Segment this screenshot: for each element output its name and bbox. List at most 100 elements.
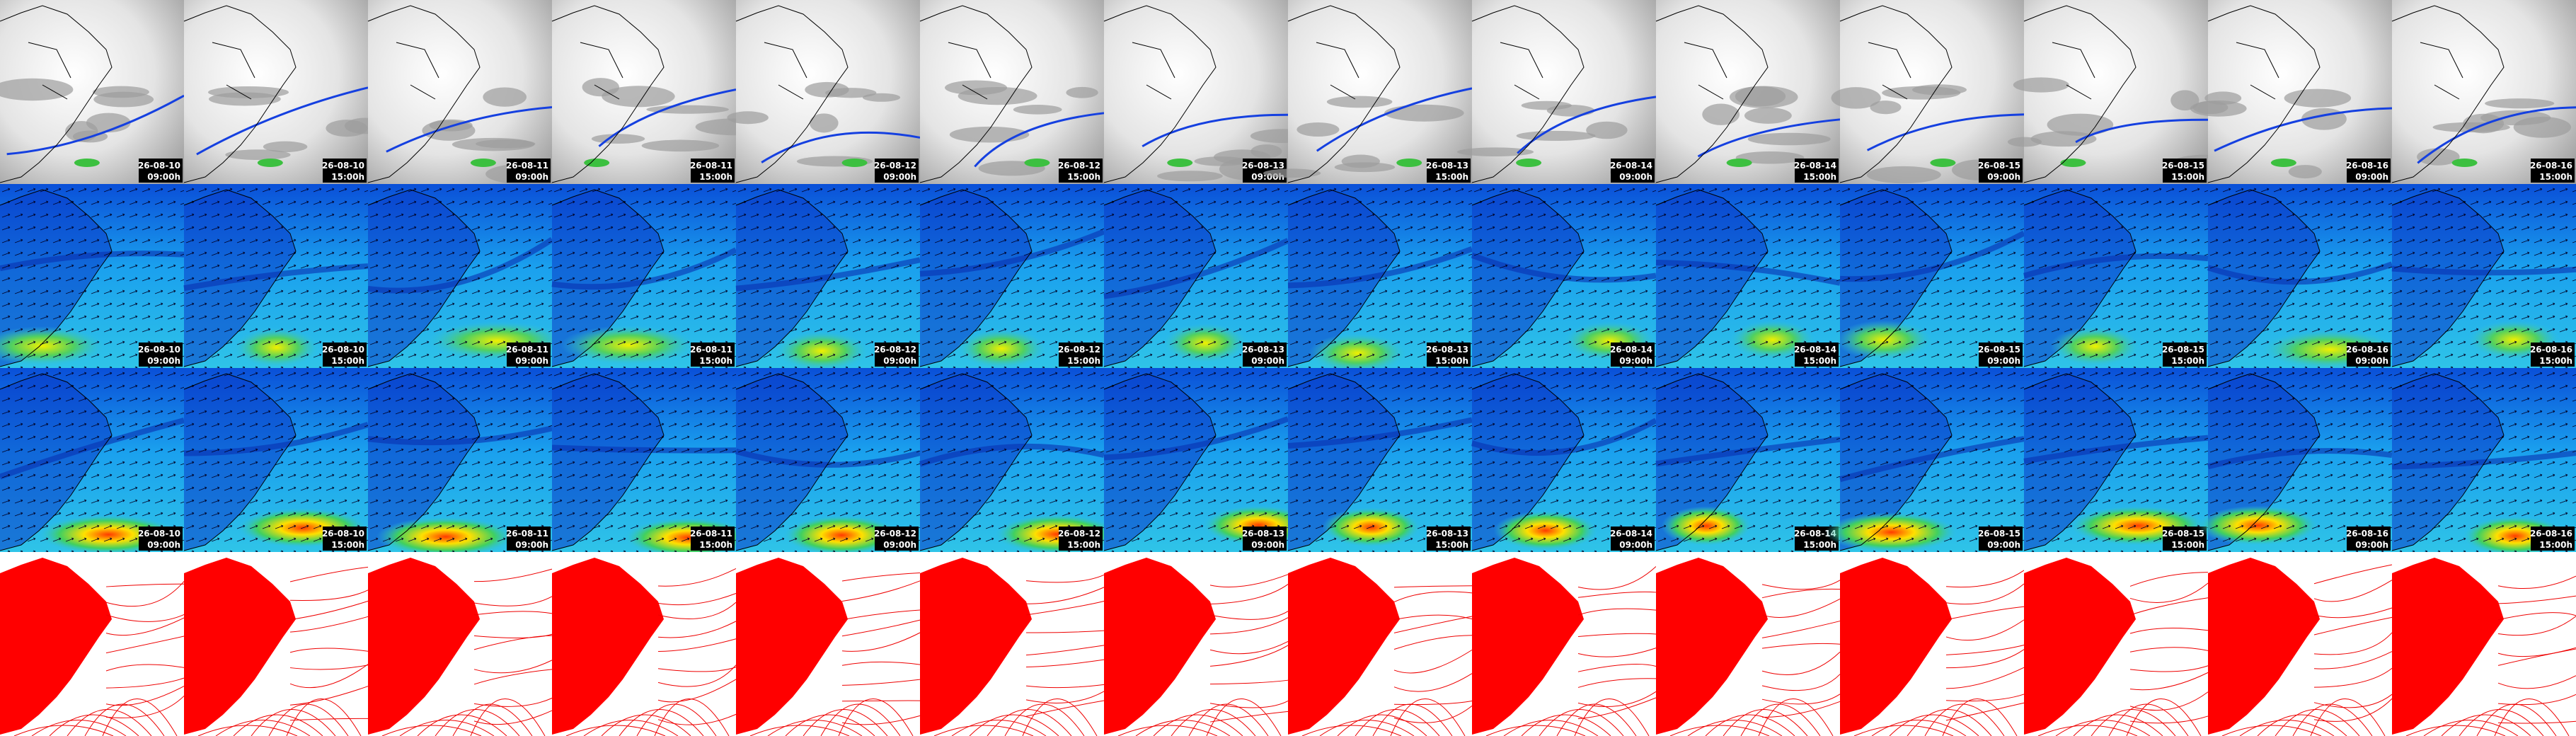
- isobar: [2055, 720, 2151, 736]
- land-contours: [1840, 552, 1952, 735]
- timestamp-box: [2163, 159, 2207, 183]
- isobar: [1372, 703, 1453, 736]
- precip: [257, 159, 283, 167]
- isobar: [2129, 647, 2209, 652]
- timestamp-box: [1059, 159, 1103, 183]
- isobar: [657, 713, 737, 725]
- timestamp-time: 09:00h: [1987, 540, 2020, 550]
- coastline: [2391, 373, 2505, 551]
- wind-vectors: [1656, 368, 1840, 552]
- cloud-gap: [825, 88, 877, 98]
- cloud-gap: [2013, 77, 2069, 93]
- isobar: [1209, 574, 1289, 588]
- map-tile: [2208, 552, 2393, 736]
- timestamp-time: 15:00h: [2171, 356, 2204, 366]
- coastline: [2207, 5, 2321, 183]
- isobar: [1022, 698, 1098, 736]
- timestamp-box: [2531, 343, 2575, 367]
- timestamp-time: 09:00h: [147, 172, 180, 182]
- isobar: [657, 667, 737, 672]
- wind-vectors: [2208, 368, 2392, 552]
- front-band: [1517, 96, 1657, 154]
- land-contours: [2024, 552, 2136, 735]
- timestamp-date: 26-08-12: [1058, 529, 1100, 539]
- coastline: [1655, 189, 1769, 367]
- isobar: [1025, 574, 1105, 583]
- timestamp-time: 15:00h: [1435, 540, 1468, 550]
- timestamp-box: [1795, 343, 1839, 367]
- timestamp-date: 26-08-13: [1426, 529, 1468, 539]
- map-tile: [552, 552, 737, 736]
- timestamp-date: 26-08-12: [874, 529, 916, 539]
- isobar: [2239, 720, 2335, 736]
- timestamp-time: 09:00h: [2355, 172, 2388, 182]
- isobar: [105, 696, 185, 718]
- map-tile: [1472, 552, 1657, 736]
- wind-vectors: [736, 368, 920, 552]
- wind-vectors: [1472, 184, 1656, 368]
- isobar: [1924, 703, 2005, 736]
- isobar: [2497, 575, 2576, 589]
- coastline: [735, 189, 849, 367]
- wind-vectors: [920, 368, 1104, 552]
- timestamp-box: [1243, 527, 1287, 551]
- precip: [470, 159, 496, 167]
- front-band: [1866, 113, 2025, 151]
- timestamp-date: 26-08-16: [2530, 161, 2572, 171]
- map-tile: [1288, 552, 1473, 736]
- isobar: [1577, 697, 1657, 720]
- cloud-gap: [326, 120, 368, 137]
- isobar: [657, 593, 737, 606]
- front-band: [386, 105, 553, 153]
- isobar: [105, 686, 185, 706]
- coastline: [1287, 373, 1401, 551]
- coastline: [2023, 189, 2137, 367]
- coastline: [1103, 373, 1217, 551]
- timestamp-date: 26-08-13: [1426, 345, 1468, 355]
- timestamp-box: [2163, 527, 2207, 551]
- timestamp-date: 26-08-14: [1610, 161, 1652, 171]
- isobar: [2129, 572, 2209, 587]
- isobar: [1355, 709, 1440, 736]
- precip: [1930, 159, 1956, 167]
- timestamp-date: 26-08-15: [1978, 529, 2020, 539]
- timestamp-box: [1427, 159, 1471, 183]
- cloud-gap: [602, 86, 675, 108]
- coastline: [183, 5, 297, 183]
- isobar: [1945, 619, 2025, 641]
- isobar: [1025, 587, 1105, 604]
- isobar: [987, 709, 1072, 736]
- isobar: [1503, 720, 1599, 736]
- isobar: [1393, 649, 1473, 674]
- front-band: [2214, 107, 2393, 152]
- isobar: [657, 638, 737, 652]
- isobar: [381, 725, 482, 736]
- isobar: [1942, 698, 2018, 736]
- isobar: [2313, 667, 2393, 688]
- isobar: [1188, 703, 1269, 736]
- isobar: [583, 720, 679, 736]
- isobar: [105, 583, 185, 587]
- isobar: [2129, 597, 2209, 616]
- timestamp-time: 09:00h: [515, 172, 548, 182]
- isobar: [1393, 591, 1473, 603]
- coastline: [1287, 189, 1401, 367]
- isobar: [1758, 698, 1834, 736]
- isobar: [1761, 674, 1841, 691]
- isobar: [601, 714, 691, 736]
- wind-vectors: [1656, 184, 1840, 368]
- timestamp-time: 15:00h: [1803, 356, 1836, 366]
- wind-vectors: [2392, 368, 2576, 552]
- isobar: [2313, 632, 2393, 655]
- isobar: [1485, 725, 1586, 736]
- coastline: [551, 189, 665, 367]
- precip: [1396, 159, 1422, 167]
- isobar: [1945, 649, 2025, 669]
- isobar: [102, 698, 178, 736]
- isobar: [1209, 584, 1289, 605]
- timestamp-date: 26-08-10: [138, 345, 180, 355]
